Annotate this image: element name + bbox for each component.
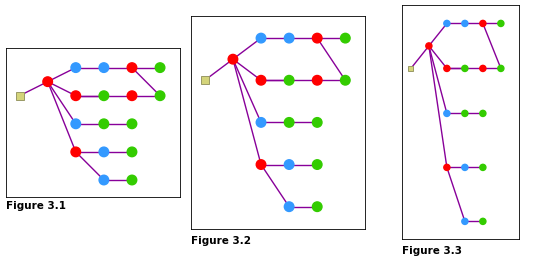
Circle shape [99, 63, 108, 72]
Circle shape [99, 147, 108, 157]
Circle shape [312, 75, 322, 85]
Circle shape [498, 65, 504, 72]
Circle shape [480, 65, 486, 72]
Circle shape [480, 110, 486, 116]
Circle shape [256, 33, 266, 43]
Circle shape [99, 119, 108, 129]
Circle shape [462, 164, 468, 171]
Circle shape [480, 20, 486, 26]
Circle shape [71, 91, 81, 100]
FancyBboxPatch shape [408, 66, 414, 71]
Circle shape [444, 110, 450, 116]
Circle shape [341, 33, 350, 43]
Circle shape [462, 218, 468, 224]
Circle shape [462, 20, 468, 26]
Circle shape [444, 20, 450, 26]
Circle shape [312, 160, 322, 169]
Circle shape [284, 118, 294, 127]
Circle shape [312, 202, 322, 211]
Circle shape [462, 110, 468, 116]
Circle shape [127, 119, 137, 129]
Circle shape [228, 54, 238, 64]
Circle shape [99, 91, 108, 100]
Circle shape [71, 119, 81, 129]
Circle shape [284, 33, 294, 43]
FancyBboxPatch shape [201, 76, 209, 84]
Circle shape [127, 63, 137, 72]
Circle shape [127, 147, 137, 157]
Circle shape [256, 160, 266, 169]
Circle shape [444, 65, 450, 72]
Circle shape [71, 63, 81, 72]
Circle shape [284, 202, 294, 211]
Circle shape [480, 218, 486, 224]
Circle shape [498, 20, 504, 26]
Circle shape [155, 63, 165, 72]
Circle shape [284, 160, 294, 169]
Circle shape [99, 175, 108, 185]
Circle shape [341, 75, 350, 85]
FancyBboxPatch shape [15, 92, 24, 100]
Circle shape [127, 175, 137, 185]
Circle shape [155, 91, 165, 100]
Circle shape [462, 65, 468, 72]
Circle shape [256, 75, 266, 85]
Circle shape [312, 118, 322, 127]
Circle shape [43, 77, 53, 86]
Text: Figure 3.1: Figure 3.1 [6, 201, 65, 211]
Text: Figure 3.3: Figure 3.3 [402, 246, 462, 256]
Circle shape [256, 118, 266, 127]
Text: Figure 3.2: Figure 3.2 [191, 236, 251, 246]
Circle shape [127, 91, 137, 100]
Circle shape [71, 147, 81, 157]
Circle shape [480, 164, 486, 171]
Circle shape [444, 164, 450, 171]
Circle shape [284, 75, 294, 85]
Circle shape [312, 33, 322, 43]
Circle shape [426, 43, 432, 49]
